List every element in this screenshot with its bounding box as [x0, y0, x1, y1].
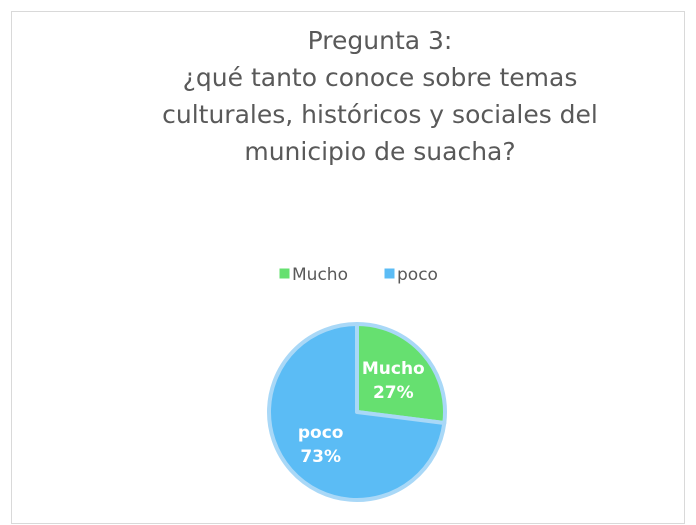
legend-swatch: [278, 267, 291, 280]
pie-slice: [355, 322, 447, 426]
legend-label: poco: [397, 265, 438, 285]
data-label-name: poco: [298, 423, 344, 443]
chart-title: ¿qué tanto conoce sobre temas: [183, 63, 578, 92]
legend-label: Mucho: [292, 265, 348, 285]
data-label-name: Mucho: [362, 359, 425, 379]
pie-slice: [267, 322, 447, 502]
data-label: 73%: [300, 447, 341, 467]
data-label: 27%: [373, 383, 414, 403]
chart-title: municipio de suacha?: [244, 137, 515, 166]
chart-title: culturales, históricos y sociales del: [162, 100, 598, 129]
legend-swatch: [383, 267, 396, 280]
chart-title: Pregunta 3:: [308, 26, 453, 55]
